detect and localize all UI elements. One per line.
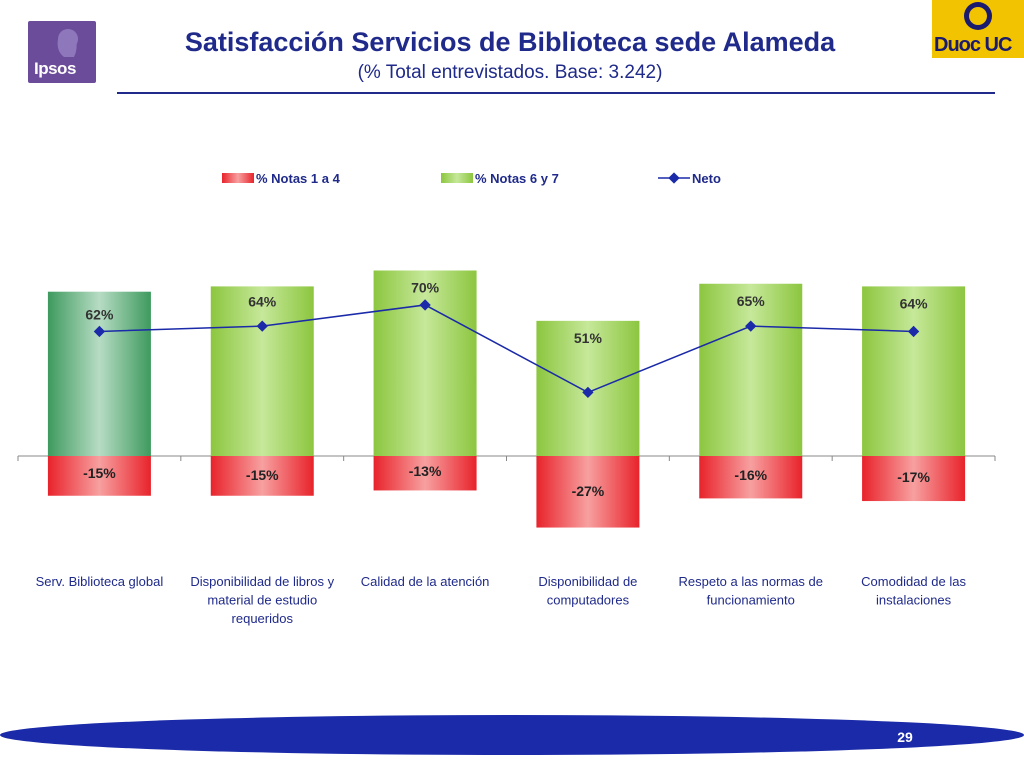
data-label-positive: 62% — [85, 307, 114, 323]
footer-band — [0, 715, 1024, 755]
x-tick-label: Respeto a las normas de — [678, 574, 823, 589]
duoc-logo-text: Duoc UC — [934, 34, 1012, 56]
data-label-positive: 70% — [411, 280, 440, 296]
ipsos-logo: Ipsos — [28, 21, 96, 83]
series-line-neto — [99, 304, 914, 394]
title-divider — [117, 92, 995, 94]
line-point-neto — [256, 320, 268, 332]
page-subtitle: (% Total entrevistados. Base: 3.242) — [357, 62, 663, 83]
x-tick-label: Serv. Biblioteca global — [36, 574, 164, 589]
data-label-positive: 64% — [248, 293, 277, 309]
x-tick-label: funcionamiento — [707, 593, 795, 608]
data-label-negative: -13% — [409, 463, 442, 479]
line-point-neto — [582, 386, 594, 399]
data-label-negative: -15% — [246, 467, 279, 483]
duoc-logo: Duoc UC — [932, 0, 1024, 58]
data-label-negative: -16% — [734, 467, 767, 483]
data-label-negative: -15% — [83, 465, 116, 481]
legend-swatch — [222, 173, 254, 183]
data-label-positive: 65% — [737, 293, 766, 309]
x-tick-label: Calidad de la atención — [361, 574, 490, 589]
legend-label: Neto — [692, 171, 721, 186]
line-point-neto — [745, 320, 757, 332]
data-label-positive: 64% — [900, 295, 929, 311]
line-point-neto — [419, 299, 431, 311]
page-title: Satisfacción Servicios de Biblioteca sed… — [184, 27, 836, 57]
bar-negative — [210, 456, 314, 496]
duoc-crest-icon — [964, 2, 992, 30]
page-number: 29 — [897, 729, 913, 745]
line-point-neto — [907, 325, 920, 338]
bar-negative — [862, 456, 966, 502]
bar-negative — [47, 456, 151, 496]
x-tick-label: Disponibilidad de — [538, 574, 637, 589]
x-tick-label: computadores — [547, 593, 630, 608]
bar-negative — [699, 456, 803, 499]
x-tick-label: instalaciones — [876, 593, 952, 608]
x-tick-label: Disponibilidad de libros y — [190, 574, 334, 589]
bar-positive — [699, 283, 803, 456]
bar-negative — [536, 456, 640, 528]
x-tick-label: requeridos — [232, 611, 294, 626]
legend-label: % Notas 6 y 7 — [475, 171, 559, 186]
bar-positive — [210, 286, 314, 456]
legend-swatch-marker — [668, 172, 680, 184]
ipsos-logo-text: Ipsos — [34, 59, 76, 78]
legend-label: % Notas 1 a 4 — [256, 171, 341, 186]
chart: 62% 64% 70% 51% 65% 64% -15% -15% -13% -27% -16% -1… — [17, 171, 996, 626]
bar-positive — [373, 270, 477, 456]
data-label-negative: -27% — [572, 483, 605, 499]
x-tick-label: Comodidad de las — [861, 574, 966, 589]
ipsos-head-icon — [57, 29, 78, 57]
bar-positive — [47, 291, 151, 456]
bar-positive — [862, 286, 966, 456]
data-label-positive: 51% — [574, 330, 603, 346]
legend-swatch — [441, 173, 473, 183]
x-tick-label: material de estudio — [207, 593, 317, 608]
data-label-negative: -17% — [897, 469, 930, 485]
bar-negative — [373, 456, 477, 491]
